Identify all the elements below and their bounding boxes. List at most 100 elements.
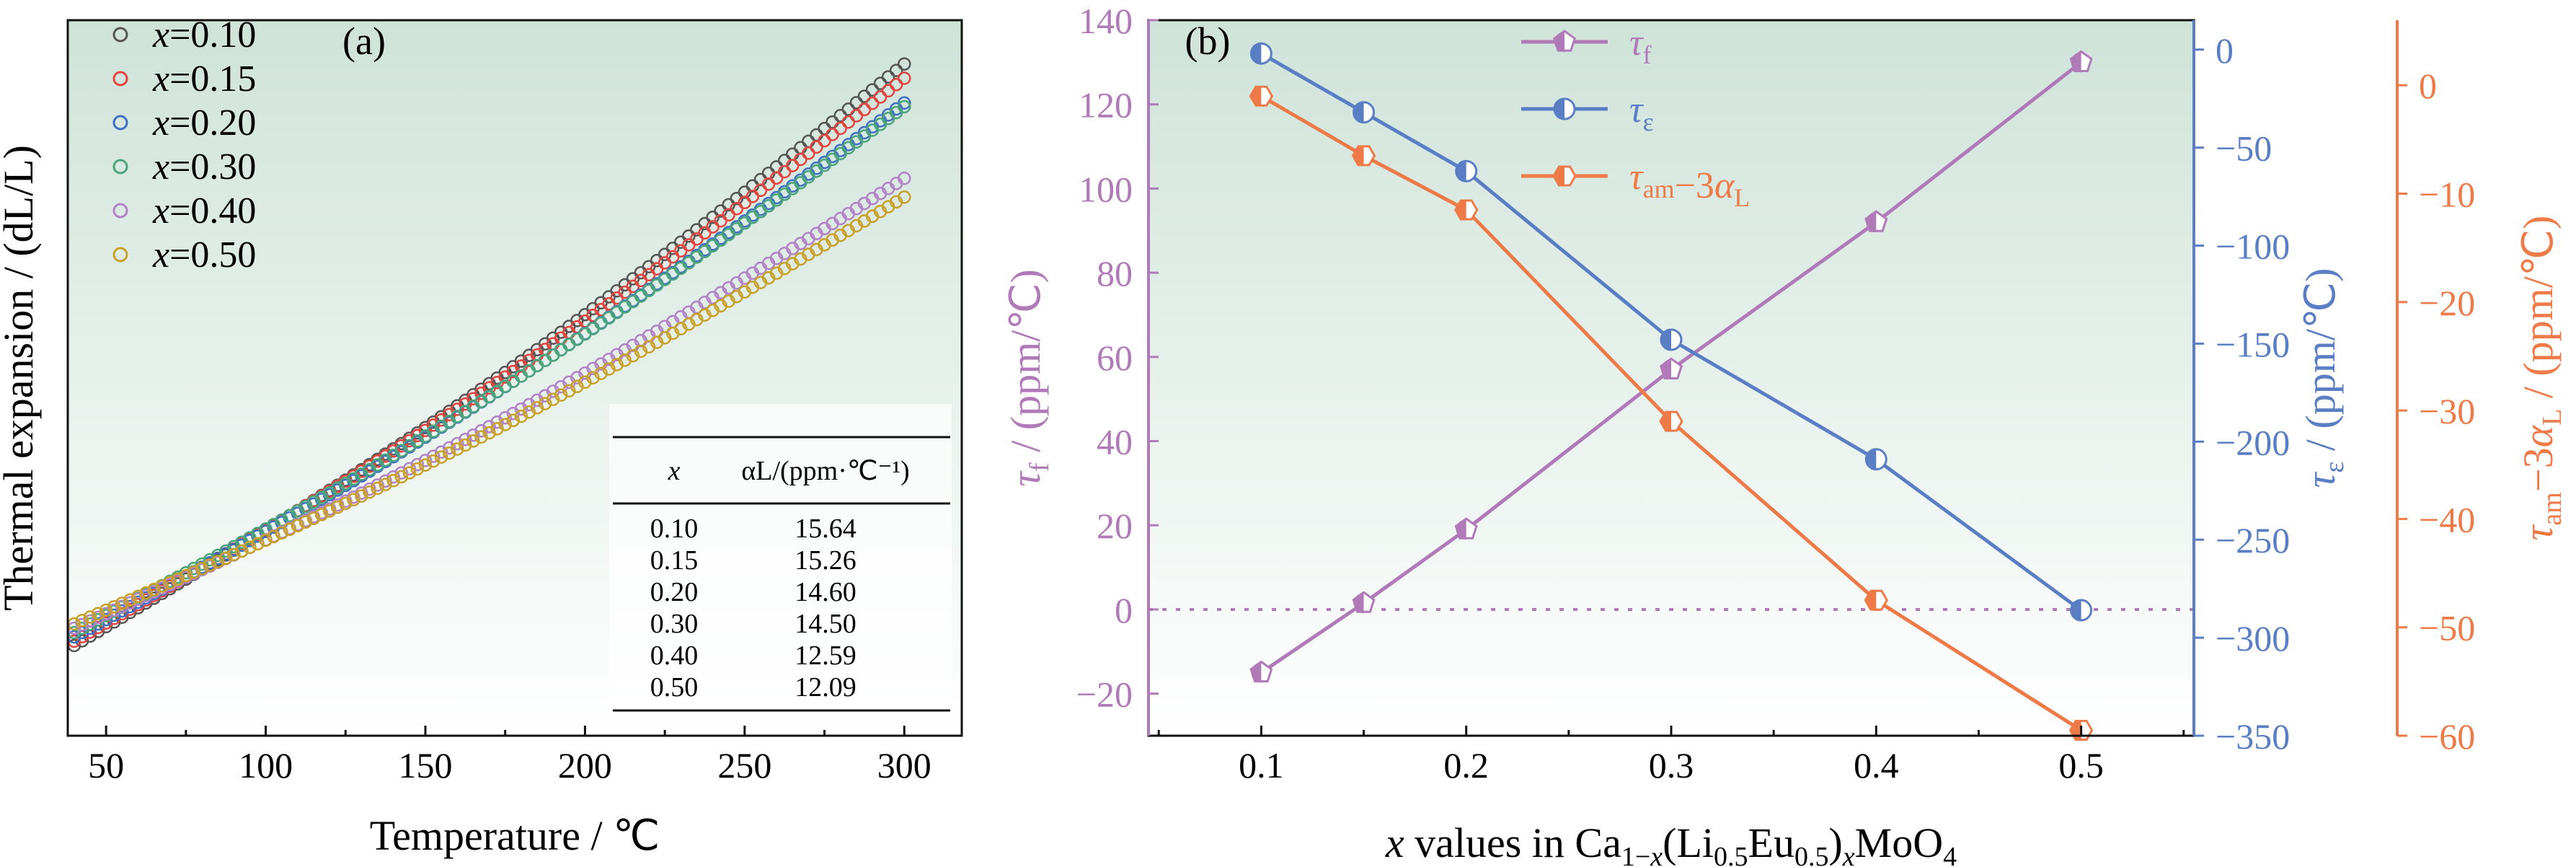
y-tick-label-tau-e: −250 <box>2216 520 2290 560</box>
legend-label-a: x=0.30 <box>152 146 256 188</box>
data-point-a <box>322 504 337 518</box>
legend-marker-b <box>1553 97 1576 120</box>
data-point-tau-f <box>1352 591 1376 614</box>
data-point-tau-e <box>1660 328 1683 351</box>
data-point-a <box>339 496 353 511</box>
data-point-a <box>306 511 321 525</box>
data-point-a <box>514 409 528 423</box>
y-tick-label-tau-am: −20 <box>2419 283 2475 323</box>
y-tick-label-tau-f: −20 <box>1076 674 1133 715</box>
data-point-a <box>99 607 113 621</box>
data-point-a <box>379 474 392 488</box>
table-cell-alpha: 14.50 <box>795 609 857 639</box>
legend-label-a: x=0.40 <box>152 190 256 232</box>
data-point-a <box>522 405 536 419</box>
table-header-alpha: αL/(ppm·℃⁻¹) <box>741 456 909 486</box>
data-point-tau-f <box>1454 517 1478 540</box>
data-point-a <box>578 375 592 390</box>
axes-frame-a <box>66 19 963 737</box>
y-tick-label-tau-e: −200 <box>2216 422 2290 462</box>
panel-label-a: (a) <box>342 19 386 63</box>
y-axis-label-tau-f: τf / (ppm/℃) <box>1002 269 1055 487</box>
x-tick-label-b: 0.3 <box>1649 745 1694 785</box>
data-point-a <box>442 441 456 455</box>
data-point-a <box>75 617 89 632</box>
data-point-tau-f <box>1864 210 1888 233</box>
data-point-a <box>418 458 433 472</box>
data-point-a <box>147 583 161 597</box>
data-point-a <box>227 547 241 562</box>
data-point-a <box>538 397 552 410</box>
data-point-tau-e <box>2070 599 2093 622</box>
series-markers-b <box>1249 42 2094 741</box>
data-point-tau-f-fill <box>1353 593 1364 614</box>
panel-label-b: (b) <box>1185 19 1231 63</box>
data-point-a <box>482 426 496 440</box>
data-point-a <box>218 551 233 565</box>
data-point-a <box>211 548 225 563</box>
data-point-tau-am-fill <box>1353 145 1364 166</box>
data-point-a <box>434 445 448 459</box>
legend-marker-b-fill <box>1554 99 1564 119</box>
x-tick-label-b: 0.4 <box>1854 745 1899 785</box>
table-cell-x: 0.40 <box>650 641 699 671</box>
data-point-a <box>259 533 273 547</box>
data-point-a <box>83 614 97 628</box>
y-tick-label-tau-f: 100 <box>1079 169 1133 209</box>
table-header-x: x <box>668 456 681 486</box>
y-tick-label-tau-am: −10 <box>2419 174 2475 214</box>
series-line-tau-e <box>1260 52 2083 612</box>
data-point-a <box>865 83 880 97</box>
legend-marker-a <box>112 203 128 219</box>
data-point-a <box>889 63 903 77</box>
data-point-a <box>426 454 441 468</box>
x-tick-label-b: 0.1 <box>1239 745 1284 785</box>
y-tick-label-tau-f: 40 <box>1097 422 1133 462</box>
data-point-a <box>546 392 560 406</box>
data-point-a <box>898 57 911 71</box>
table-cell-alpha: 14.60 <box>795 577 857 607</box>
data-point-a <box>490 415 504 429</box>
data-point-a <box>330 500 345 514</box>
data-point-a <box>881 70 895 84</box>
data-point-tau-f <box>2069 50 2093 73</box>
data-point-tau-f <box>1659 357 1683 380</box>
x-ticks-b: 0.1 0.2 0.3 0.4 0.5 <box>1157 726 2185 785</box>
data-point-tau-e <box>1249 42 1272 65</box>
data-point-tau-f-fill <box>2071 52 2081 73</box>
data-point-a <box>211 555 225 568</box>
y-tick-label-tau-e: 0 <box>2216 30 2234 71</box>
legend-marker-a <box>112 71 128 87</box>
y-tick-label-tau-f: 140 <box>1079 1 1133 41</box>
y-tick-label-tau-f: 20 <box>1097 506 1133 546</box>
legend-marker-a <box>112 159 128 175</box>
alpha-table: x αL/(ppm·℃⁻¹) 0.10 15.64 0.15 15.26 0.20 14.… <box>609 404 952 714</box>
legend-marker-a <box>112 247 128 263</box>
y-axis-label-tau-e: τε / (ppm/℃) <box>2297 268 2350 488</box>
legend-marker-a <box>112 115 128 131</box>
y-tick-label-tau-e: −150 <box>2216 324 2290 364</box>
y-tick-label-tau-f: 80 <box>1097 253 1133 294</box>
data-point-tau-f-fill <box>1456 519 1466 540</box>
y-tick-label-tau-e: −350 <box>2216 716 2290 757</box>
data-point-a <box>898 96 911 110</box>
y-tick-label-tau-am: −60 <box>2419 716 2475 757</box>
y-tick-label-tau-f: 0 <box>1115 590 1133 630</box>
data-point-a <box>402 462 417 476</box>
data-point-a <box>530 401 544 415</box>
data-point-a <box>115 604 129 618</box>
y-tick-label-tau-f: 60 <box>1097 338 1133 378</box>
data-point-a <box>275 526 288 540</box>
data-point-tau-am-fill <box>1866 590 1877 611</box>
table-cell-x: 0.10 <box>650 514 699 544</box>
data-point-a <box>131 589 145 604</box>
data-point-a <box>466 434 480 448</box>
data-point-a <box>195 557 209 571</box>
table-cell-x: 0.15 <box>650 545 699 576</box>
table-cell-alpha: 12.09 <box>795 672 857 703</box>
data-point-tau-am <box>1864 589 1889 611</box>
data-point-a <box>898 190 911 204</box>
y-tick-label-tau-am: −50 <box>2419 608 2475 648</box>
x-tick-label-a: 300 <box>877 745 931 785</box>
